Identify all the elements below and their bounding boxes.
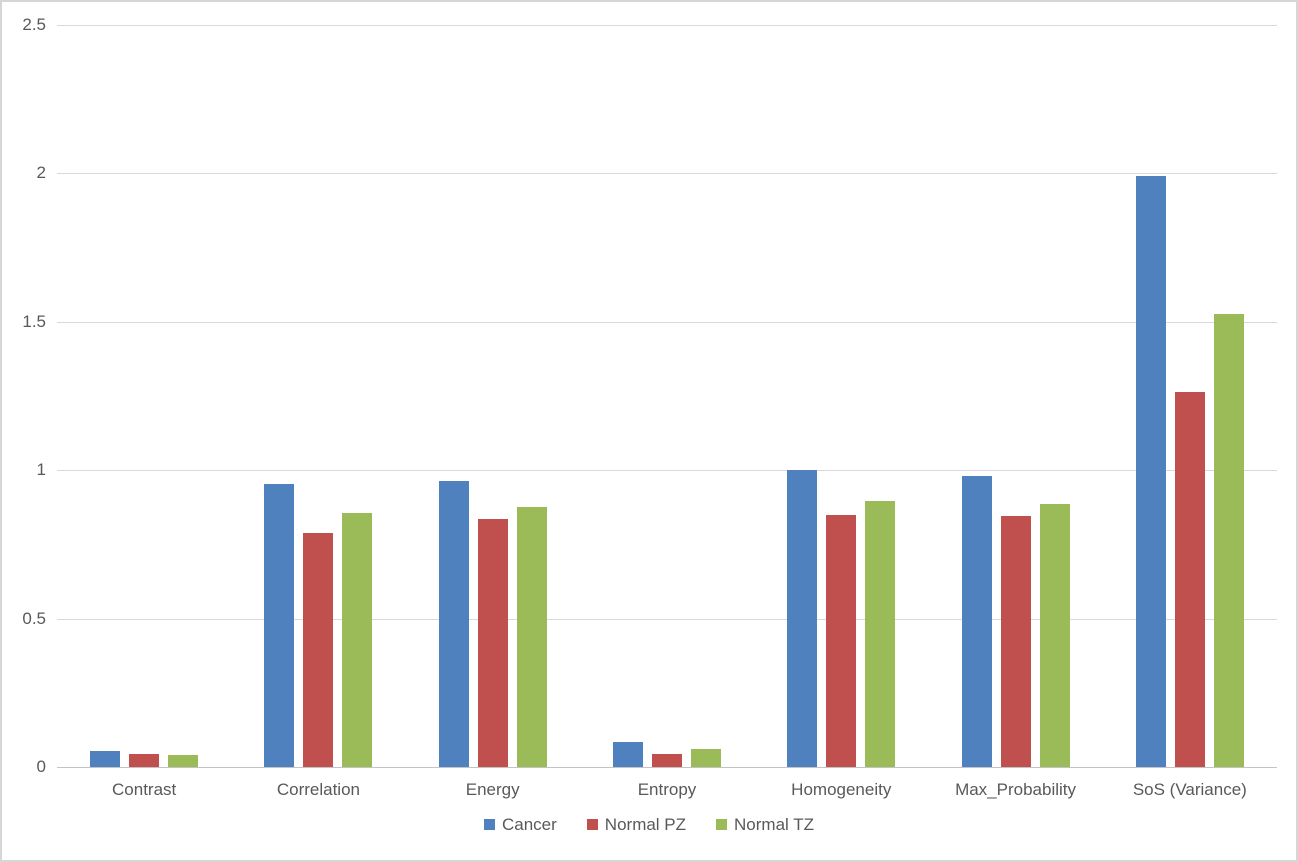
bar-normal-tz — [690, 749, 721, 767]
legend-marker-icon — [483, 819, 495, 830]
bar-normal-pz — [129, 753, 160, 767]
bar-cancer — [787, 470, 818, 767]
bar-normal-tz — [342, 513, 373, 767]
bar-normal-pz — [1174, 391, 1205, 767]
bar-cancer — [90, 750, 121, 767]
bar-group-energy — [406, 25, 580, 767]
bar-group-max-probability — [928, 25, 1102, 767]
bar-normal-pz — [1000, 516, 1031, 767]
legend-marker-icon — [586, 819, 598, 830]
gridline — [57, 25, 1277, 26]
x-category-label: Contrast — [112, 780, 177, 799]
x-category-label: Homogeneity — [791, 780, 892, 799]
plot-area — [57, 25, 1277, 768]
x-category-label: Energy — [465, 780, 520, 799]
gridline — [57, 173, 1277, 175]
bar-cancer — [612, 741, 643, 767]
x-category-label: Correlation — [276, 780, 360, 799]
legend-label: Normal PZ — [604, 815, 687, 834]
gridline — [57, 470, 1277, 472]
bar-cancer — [961, 476, 992, 767]
bar-groups — [57, 25, 1277, 767]
x-axis-category-labels: Contrast Correlation Energy Entropy Homogene… — [57, 780, 1277, 800]
bar-normal-pz — [303, 532, 334, 767]
legend-item-normal-pz: Normal PZ — [586, 815, 687, 834]
bar-normal-tz — [516, 507, 547, 767]
bar-normal-pz — [651, 753, 682, 767]
bar-normal-pz — [477, 519, 508, 767]
legend-marker-icon — [716, 819, 728, 830]
x-category-label: SoS (Variance) — [1132, 780, 1247, 799]
y-tick-label: 1 — [36, 460, 46, 480]
legend-item-normal-tz: Normal TZ — [716, 816, 814, 833]
bar-normal-pz — [826, 514, 857, 767]
gridline — [57, 321, 1277, 323]
legend-item-cancer: Cancer — [483, 815, 557, 834]
bar-normal-tz — [168, 755, 199, 767]
chart-legend: Cancer Normal PZ Normal TZ — [2, 816, 1296, 833]
bar-cancer — [1135, 176, 1166, 767]
y-tick-label: 2 — [36, 163, 46, 183]
x-category-label: Max_Probability — [955, 780, 1077, 799]
x-axis-line — [57, 767, 1277, 768]
y-tick-label: 0.5 — [22, 608, 46, 628]
bar-group-sos-variance- — [1103, 25, 1277, 767]
legend-label: Normal TZ — [734, 815, 815, 834]
y-tick-label: 1.5 — [22, 311, 46, 331]
legend-label: Cancer — [501, 815, 557, 834]
bar-cancer — [438, 480, 469, 767]
bar-normal-tz — [1213, 314, 1244, 767]
bar-normal-tz — [865, 501, 896, 767]
bar-group-contrast — [57, 25, 231, 767]
bar-cancer — [264, 483, 295, 767]
bar-normal-tz — [1039, 504, 1070, 767]
y-tick-label: 2.5 — [22, 15, 46, 34]
gridline — [57, 618, 1277, 620]
bar-group-correlation — [231, 25, 405, 767]
bar-group-homogeneity — [754, 25, 928, 767]
x-category-label: Entropy — [637, 780, 697, 799]
bar-group-entropy — [580, 25, 754, 767]
y-tick-label: 0 — [36, 757, 46, 776]
